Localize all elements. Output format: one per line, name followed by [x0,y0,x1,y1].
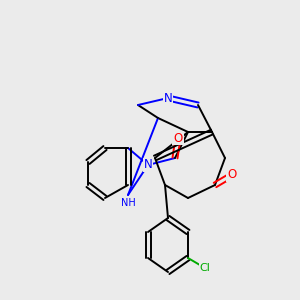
Text: O: O [227,169,237,182]
Text: Cl: Cl [200,263,210,273]
Text: O: O [173,131,183,145]
Text: NH: NH [121,198,135,208]
Text: N: N [164,92,172,104]
Text: N: N [144,158,152,172]
